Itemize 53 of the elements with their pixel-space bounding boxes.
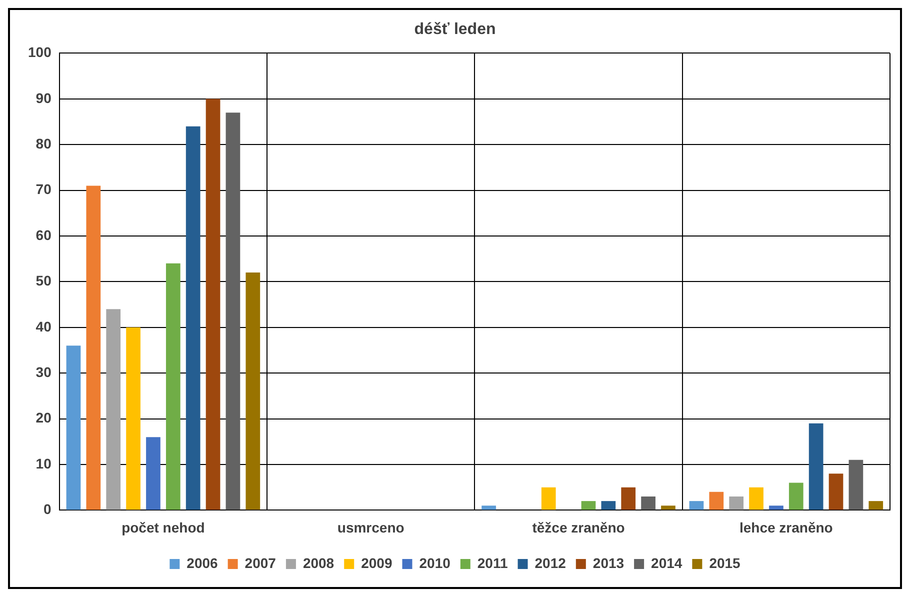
bar (166, 263, 180, 510)
bar (788, 482, 804, 510)
y-tick-label: 40 (36, 318, 52, 334)
legend-label: 2006 (186, 554, 218, 571)
y-tick-label: 20 (36, 410, 52, 426)
bar (601, 501, 616, 510)
x-tick-label: usmrceno (337, 519, 404, 536)
bar (769, 506, 784, 510)
legend-label: 2013 (592, 554, 624, 571)
bar (689, 501, 704, 510)
bar (541, 487, 556, 510)
y-tick-label: 60 (36, 226, 52, 243)
legend-label: 2007 (244, 554, 276, 571)
bar (621, 487, 636, 510)
bar (106, 309, 121, 510)
legend-label: 2008 (302, 554, 334, 571)
bar (226, 112, 240, 510)
x-tick-label: lehce zraněno (739, 519, 833, 536)
legend-label: 2015 (709, 554, 741, 571)
legend-label: 2014 (651, 554, 682, 571)
legend-label: 2010 (419, 554, 451, 571)
y-tick-label: 30 (36, 364, 52, 380)
bar (828, 474, 844, 510)
bar (709, 492, 724, 510)
bar (186, 126, 200, 510)
bar (729, 496, 744, 510)
y-tick-label: 10 (36, 455, 52, 472)
bar (749, 487, 764, 510)
bar (86, 186, 101, 510)
bar (206, 98, 220, 510)
x-tick-label: těžce zraněno (532, 519, 625, 536)
y-tick-label: 70 (36, 181, 52, 198)
bar (868, 501, 884, 510)
y-tick-label: 50 (36, 272, 52, 289)
bar (146, 437, 160, 510)
bar (661, 506, 676, 510)
legend-label: 2012 (534, 554, 566, 571)
legend-label: 2009 (361, 554, 392, 571)
x-tick-label: počet nehod (122, 519, 205, 536)
bar (246, 272, 260, 510)
bar (126, 327, 140, 510)
y-tick-label: 100 (28, 44, 52, 60)
bar (848, 460, 864, 510)
chart-title: déšť leden (414, 21, 496, 38)
bar (581, 501, 596, 510)
bar (482, 506, 496, 510)
bar (66, 346, 81, 510)
y-tick-label: 0 (44, 501, 52, 518)
y-tick-label: 80 (36, 135, 52, 152)
legend-label: 2011 (477, 554, 508, 571)
bar (808, 423, 824, 510)
bar (641, 496, 656, 510)
y-tick-label: 90 (36, 90, 52, 106)
